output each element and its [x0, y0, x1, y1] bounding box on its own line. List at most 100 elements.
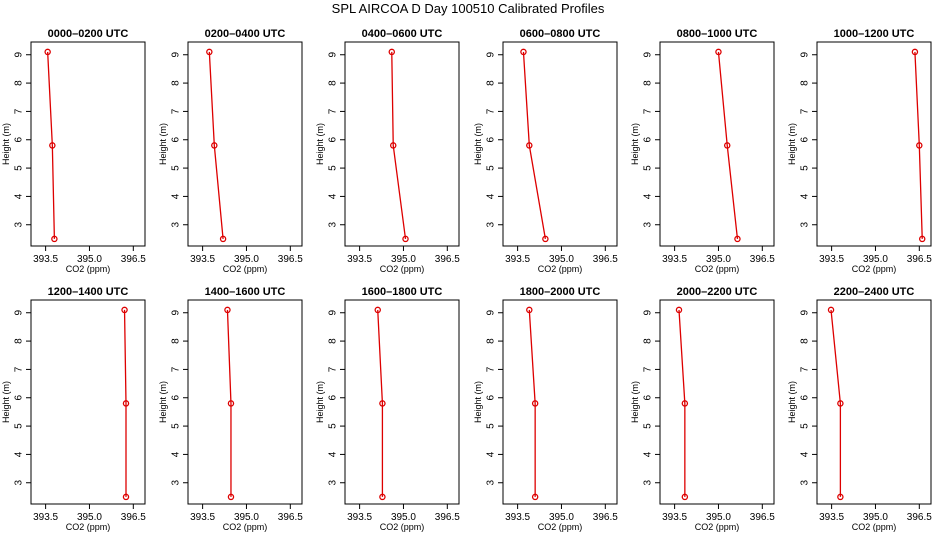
profile-line: [717, 51, 739, 239]
y-tick-label: 6: [486, 395, 497, 401]
profile-point: [837, 493, 844, 501]
panel-title: 0200–0400 UTC: [205, 28, 286, 40]
profile-point: [918, 235, 926, 243]
panel-grid: 0000–0200 UTC 393.5 395.0 396.5 CO2 (ppm) 3 4 5…: [1, 28, 932, 532]
y-axis-label: Height (m): [473, 123, 483, 165]
y-tick-label: 5: [486, 165, 497, 171]
y-tick-label: 6: [171, 395, 182, 401]
x-tick-label: 393.5: [33, 512, 58, 523]
plot-frame: [816, 41, 932, 247]
y-tick-label: 7: [800, 108, 811, 114]
profile-panel: 0800–1000 UTC 393.5 395.0 396.5 CO2 (ppm) 3 4 5…: [630, 28, 775, 274]
profile-point: [520, 48, 527, 56]
y-tick-label: 5: [328, 423, 339, 429]
y-axis-label: Height (m): [158, 381, 168, 423]
plot-frame: [344, 299, 460, 505]
plot-frame: [502, 299, 618, 505]
y-tick-label: 3: [800, 480, 811, 486]
y-tick-label: 7: [14, 366, 25, 372]
y-axis-label: Height (m): [158, 123, 168, 165]
y-tick-label: 3: [643, 480, 654, 486]
x-tick-label: 393.5: [819, 254, 844, 265]
x-tick-label: 393.5: [190, 254, 215, 265]
profile-point: [211, 142, 218, 149]
y-tick-label: 5: [486, 423, 497, 429]
profile-point: [911, 48, 919, 56]
y-tick-label: 7: [171, 366, 182, 372]
plot-frame: [187, 299, 303, 505]
profile-point: [379, 400, 386, 407]
y-tick-label: 5: [643, 423, 654, 429]
y-tick-label: 8: [486, 338, 497, 344]
x-tick-label: 396.5: [907, 254, 932, 265]
y-tick-label: 6: [328, 395, 339, 401]
y-tick-label: 7: [486, 108, 497, 114]
x-tick-label: 396.5: [750, 512, 775, 523]
x-tick-label: 393.5: [505, 512, 530, 523]
x-tick-label: 395.0: [77, 512, 102, 523]
profile-point: [526, 306, 533, 314]
y-tick-label: 9: [328, 310, 339, 316]
y-tick-label: 5: [643, 165, 654, 171]
profile-line: [377, 309, 384, 497]
x-axis-label: CO2 (ppm): [852, 522, 897, 532]
y-tick-label: 6: [800, 137, 811, 143]
x-tick-label: 395.0: [77, 254, 102, 265]
x-tick-label: 395.0: [234, 254, 259, 265]
y-tick-label: 4: [171, 451, 182, 457]
profile-point: [44, 48, 51, 56]
x-axis-label: CO2 (ppm): [538, 264, 583, 274]
profile-panel: 1600–1800 UTC 393.5 395.0 396.5 CO2 (ppm) 3 4 5…: [315, 286, 460, 532]
profile-panel: 1800–2000 UTC 393.5 395.0 396.5 CO2 (ppm) 3 4 5…: [473, 286, 618, 532]
profile-panel: 2200–2400 UTC 393.5 395.0 396.5 CO2 (ppm) 3 4 5…: [787, 286, 932, 532]
y-tick-label: 8: [328, 338, 339, 344]
x-tick-label: 395.0: [549, 254, 574, 265]
y-tick-label: 6: [328, 137, 339, 143]
y-tick-label: 3: [328, 222, 339, 228]
y-axis-label: Height (m): [1, 123, 11, 165]
profile-panel: 1200–1400 UTC 393.5 395.0 396.5 CO2 (ppm) 3 4 5…: [1, 286, 146, 532]
y-axis-label: Height (m): [473, 381, 483, 423]
y-tick-label: 4: [800, 451, 811, 457]
panel-title: 0000–0200 UTC: [48, 28, 129, 40]
y-tick-label: 8: [643, 80, 654, 86]
y-tick-label: 7: [328, 108, 339, 114]
plot-frame: [30, 41, 146, 247]
x-tick-label: 393.5: [819, 512, 844, 523]
y-tick-label: 9: [171, 52, 182, 58]
y-tick-label: 9: [171, 310, 182, 316]
profile-point: [827, 306, 835, 314]
plot-frame: [502, 41, 618, 247]
y-tick-label: 3: [643, 222, 654, 228]
profile-line: [123, 309, 127, 497]
y-tick-label: 6: [486, 137, 497, 143]
x-tick-label: 393.5: [662, 512, 687, 523]
y-tick-label: 6: [643, 395, 654, 401]
profile-point: [49, 142, 56, 149]
profile-point: [224, 306, 231, 314]
profile-point: [374, 306, 381, 314]
y-tick-label: 9: [800, 52, 811, 58]
profile-point: [531, 493, 539, 501]
panel-title: 2000–2200 UTC: [677, 286, 758, 298]
panel-title: 0400–0600 UTC: [362, 28, 443, 40]
y-tick-label: 8: [171, 80, 182, 86]
profile-line: [830, 309, 842, 497]
y-tick-label: 8: [14, 80, 25, 86]
y-tick-label: 9: [14, 310, 25, 316]
y-axis-label: Height (m): [315, 381, 325, 423]
y-tick-label: 3: [171, 222, 182, 228]
profile-line: [914, 51, 923, 239]
profile-point: [681, 400, 689, 407]
figure-title: SPL AIRCOA D Day 100510 Calibrated Profi…: [332, 1, 605, 16]
x-axis-label: CO2 (ppm): [380, 522, 425, 532]
x-tick-label: 396.5: [907, 512, 932, 523]
profile-panel: 0400–0600 UTC 393.5 395.0 396.5 CO2 (ppm) 3 4 5…: [315, 28, 460, 274]
y-tick-label: 9: [328, 52, 339, 58]
x-tick-label: 396.5: [435, 254, 460, 265]
y-tick-label: 3: [14, 222, 25, 228]
profile-panel: 0200–0400 UTC 393.5 395.0 396.5 CO2 (ppm) 3 4 5…: [158, 28, 303, 274]
x-tick-label: 393.5: [190, 512, 215, 523]
y-tick-label: 4: [171, 193, 182, 199]
profile-line: [528, 309, 536, 497]
